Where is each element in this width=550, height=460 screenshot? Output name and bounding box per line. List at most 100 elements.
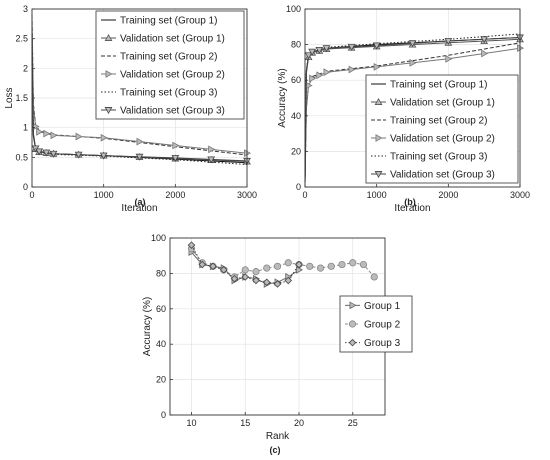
data-point [50, 131, 58, 140]
legend-label-4: Validation set (Group 2) [120, 70, 225, 81]
data-point [171, 154, 180, 162]
legend-label-1: Training set (Group 1) [390, 80, 487, 91]
data-point [296, 265, 304, 274]
chart-caption: (c) [270, 445, 281, 455]
legend: Training set (Group 1) Validation set (Gr… [95, 10, 245, 120]
chart-c: 10 15 20 25 0 20 40 60 80 100 Rank Accuracy (%) (c) G… [142, 233, 413, 455]
legend-marker-1 [349, 301, 357, 310]
data-point [323, 68, 331, 77]
x-tick-label: 3000 [237, 190, 257, 200]
data-point [43, 129, 51, 138]
data-point [100, 133, 108, 142]
data-point [373, 62, 381, 71]
data-point [284, 276, 293, 285]
legend-box [365, 74, 519, 184]
x-axis-label: Iteration [121, 203, 157, 214]
legend-marker-2 [348, 320, 357, 328]
data-point [135, 153, 144, 161]
legend-label-6: Validation set (Group 3) [120, 106, 225, 117]
data-point [172, 141, 180, 150]
data-point [359, 260, 368, 269]
data-point [198, 260, 207, 269]
data-point [273, 280, 282, 288]
data-point [480, 36, 489, 44]
data-point [230, 274, 239, 283]
legend-marker-3 [348, 338, 357, 347]
legend-marker-2 [374, 97, 383, 105]
x-tick-label: 3000 [510, 190, 530, 200]
data-point [309, 74, 317, 83]
legend-marker-4 [375, 134, 383, 142]
data-point [273, 262, 282, 270]
y-tick-label: 0 [296, 182, 301, 192]
data-point [295, 260, 303, 269]
legend-label-5: Training set (Group 3) [120, 88, 217, 99]
chart-b: 0 1000 2000 3000 0 20 40 60 80 100 Iteration Accura… [277, 4, 530, 214]
legend-marker-6 [374, 171, 383, 179]
series-line-2 [191, 248, 375, 278]
data-point [207, 156, 216, 164]
data-point [306, 262, 314, 270]
y-tick-label: 0 [161, 410, 166, 420]
data-point [481, 49, 489, 58]
x-tick-label: 1000 [367, 190, 387, 200]
chart-caption: (b) [404, 197, 416, 207]
data-point [370, 273, 378, 281]
data-point [99, 152, 108, 160]
y-tick-label: 0 [23, 182, 28, 192]
data-point [316, 264, 325, 272]
data-point [252, 276, 260, 285]
legend-box [95, 10, 245, 120]
y-tick-label: 40 [156, 339, 166, 349]
data-point [42, 149, 51, 157]
legend-label-1: Training set (Group 1) [120, 16, 217, 27]
chart-a: 0 1000 2000 3000 0 0.5 1 1.5 2 2.5 3 Iteration Loss (… [4, 4, 257, 214]
data-point [262, 278, 271, 287]
legend-label-5: Training set (Group 3) [390, 152, 487, 163]
data-point [349, 259, 357, 267]
data-point [316, 71, 324, 80]
legend-marker-2 [104, 33, 113, 41]
y-tick-label: 100 [286, 4, 301, 14]
data-point [241, 273, 250, 281]
data-point [305, 81, 313, 90]
data-point [409, 58, 417, 67]
x-tick-label: 0 [29, 190, 34, 200]
data-point [241, 266, 249, 274]
y-tick-label: 2 [23, 63, 28, 73]
data-point [284, 259, 292, 267]
x-tick-label: 10 [186, 418, 196, 428]
series-line-3 [191, 244, 300, 285]
x-tick-label: 1000 [94, 190, 114, 200]
legend-marker-4 [105, 70, 113, 78]
data-point [304, 52, 313, 60]
y-tick-label: 40 [291, 111, 301, 121]
data-point [252, 268, 260, 276]
plot-frame [304, 8, 521, 188]
y-tick-label: 80 [291, 40, 301, 50]
legend-label-2: Validation set (Group 1) [120, 34, 225, 45]
legend: Group 1 Group 2 Group 3 [339, 295, 413, 353]
y-axis-label: Accuracy (%) [277, 68, 288, 127]
chart-caption: (a) [135, 197, 146, 207]
y-axis-label: Accuracy (%) [142, 297, 153, 356]
y-tick-label: 1.5 [15, 93, 28, 103]
y-tick-label: 0.5 [15, 152, 28, 162]
data-point [408, 40, 417, 48]
x-tick-label: 15 [240, 418, 250, 428]
legend-label-3: Training set (Group 2) [390, 116, 487, 127]
data-point [187, 241, 196, 249]
data-point [49, 150, 58, 158]
data-point [75, 132, 83, 141]
legend-label-3: Training set (Group 2) [120, 52, 217, 63]
y-tick-label: 60 [156, 304, 166, 314]
data-point [338, 260, 346, 269]
data-point [35, 148, 44, 156]
data-point [347, 43, 356, 51]
y-tick-label: 1 [23, 123, 28, 133]
data-point [136, 137, 144, 146]
legend-label-2: Validation set (Group 1) [390, 98, 495, 109]
data-point [315, 46, 324, 54]
x-axis-label: Iteration [394, 203, 430, 214]
